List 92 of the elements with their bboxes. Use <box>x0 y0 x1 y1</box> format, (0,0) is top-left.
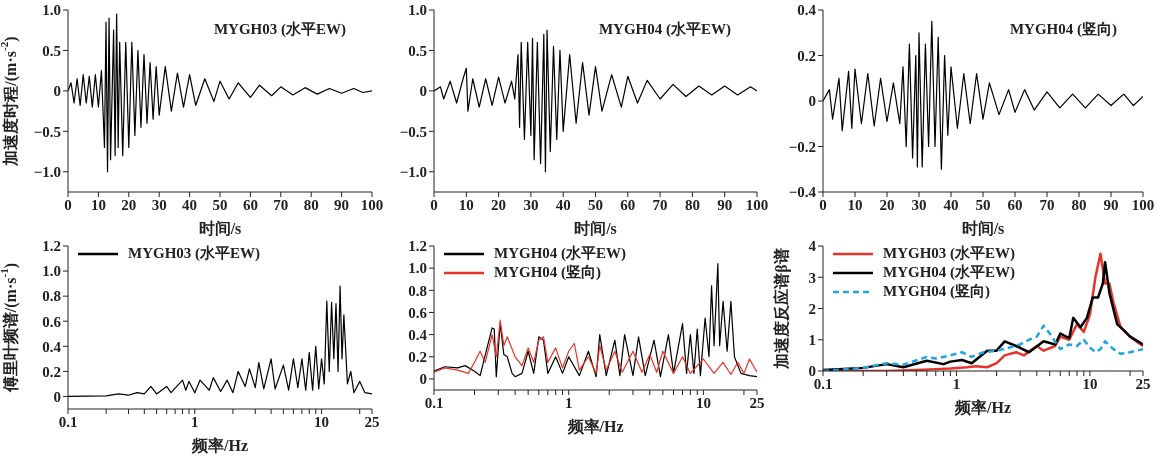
x-tick-label: 60 <box>1007 196 1023 213</box>
line-series <box>823 20 1143 170</box>
x-tick-label: 70 <box>1039 196 1055 213</box>
y-tick-label: 0.2 <box>42 363 61 380</box>
y-tick-label: 0 <box>808 363 816 380</box>
x-tick-label: 20 <box>121 196 137 213</box>
y-tick-label: 0 <box>808 93 816 110</box>
y-tick-label: 1.2 <box>408 238 427 255</box>
y-tick-label: 0.4 <box>797 2 817 19</box>
y-axis-title: 加速度反应谱β谱 <box>771 248 791 370</box>
x-tick-label: 30 <box>911 196 927 213</box>
x-tick-label: 25 <box>364 413 380 430</box>
x-axis-title: 时间/s <box>961 220 1005 237</box>
x-tick-label: 25 <box>749 394 765 411</box>
y-tick-label: 1.0 <box>42 263 61 280</box>
y-tick-label: 4 <box>808 238 817 255</box>
x-tick-label: 0.1 <box>813 375 833 392</box>
x-axis-title: 时间/s <box>198 220 242 237</box>
x-tick-label: 80 <box>684 196 700 213</box>
legend-label: MYGH03 (水平EW) <box>128 244 261 263</box>
y-tick-label: −0.5 <box>399 123 427 140</box>
x-tick-label: 50 <box>975 196 991 213</box>
y-tick-label: −1.0 <box>399 164 427 181</box>
legend-label: MYGH04 (竖向) <box>494 263 602 282</box>
x-tick-label: 1 <box>564 394 573 411</box>
annotation: MYGH04 (竖向) <box>1009 20 1117 39</box>
x-tick-label: 1 <box>191 413 199 430</box>
x-axis-title: 时间/s <box>574 220 617 237</box>
x-tick-label: 20 <box>879 196 895 213</box>
y-tick-label: 0.8 <box>408 282 427 299</box>
x-tick-label: 80 <box>1071 196 1087 213</box>
y-tick-label: −0.2 <box>788 138 816 155</box>
y-tick-label: 0.5 <box>42 42 61 59</box>
x-tick-label: 40 <box>943 196 959 213</box>
legend-label: MYGH04 (竖向) <box>883 282 991 301</box>
annotation: MYGH03 (水平EW) <box>213 20 346 39</box>
x-tick-label: 1 <box>952 375 961 392</box>
y-tick-label: −0.5 <box>33 123 61 140</box>
x-tick-label: 0.1 <box>58 413 78 430</box>
y-tick-label: 0.6 <box>42 313 62 330</box>
y-tick-label: 0.8 <box>42 288 61 305</box>
y-tick-label: 0.5 <box>408 42 427 59</box>
y-tick-label: −1.0 <box>33 164 61 181</box>
x-tick-label: 40 <box>182 196 198 213</box>
y-tick-label: 1.0 <box>408 260 427 277</box>
x-tick-label: 60 <box>242 196 258 213</box>
x-tick-label: 10 <box>847 196 863 213</box>
y-tick-label: 0 <box>419 83 427 100</box>
x-tick-label: 50 <box>588 196 603 213</box>
y-tick-label: 1 <box>808 332 816 349</box>
y-tick-label: 0 <box>53 83 61 100</box>
x-tick-label: 80 <box>303 196 319 213</box>
x-tick-label: 50 <box>212 196 228 213</box>
x-tick-label: 100 <box>745 196 769 213</box>
x-tick-label: 70 <box>652 196 668 213</box>
x-tick-label: 90 <box>1103 196 1119 213</box>
y-tick-label: 0.2 <box>408 349 427 366</box>
line-series <box>68 13 372 173</box>
y-tick-label: 3 <box>808 269 816 286</box>
x-axis-title: 频率/Hz <box>954 398 1011 416</box>
legend-label: MYGH04 (水平EW) <box>494 244 627 263</box>
y-tick-label: 1.0 <box>42 2 61 19</box>
y-tick-label: 0.6 <box>408 304 428 321</box>
x-tick-label: 40 <box>555 196 571 213</box>
x-tick-label: 100 <box>1131 196 1155 213</box>
x-tick-label: 70 <box>273 196 289 213</box>
x-tick-label: 10 <box>314 413 330 430</box>
y-tick-label: 0.2 <box>797 47 816 64</box>
x-axis-title: 频率/Hz <box>191 436 248 454</box>
y-tick-label: 2 <box>808 300 816 317</box>
x-tick-label: 90 <box>717 196 733 213</box>
y-tick-label: 0.4 <box>42 338 62 355</box>
x-tick-label: 20 <box>491 196 507 213</box>
legend-label: MYGH03 (水平EW) <box>883 244 1016 263</box>
x-axis-title: 频率/Hz <box>566 417 624 435</box>
y-tick-label: −0.4 <box>788 184 817 201</box>
x-tick-label: 90 <box>334 196 350 213</box>
x-tick-label: 10 <box>695 394 711 411</box>
x-tick-label: 10 <box>90 196 106 213</box>
x-tick-label: 10 <box>458 196 474 213</box>
x-tick-label: 10 <box>1082 375 1098 392</box>
x-tick-label: 0.1 <box>424 394 444 411</box>
x-tick-label: 25 <box>1135 375 1151 392</box>
x-tick-label: 60 <box>620 196 636 213</box>
y-tick-label: 1.2 <box>42 238 61 255</box>
x-tick-label: 100 <box>360 196 384 213</box>
y-tick-label: 0.4 <box>408 326 428 343</box>
x-tick-label: 30 <box>151 196 167 213</box>
annotation: MYGH04 (水平EW) <box>598 20 731 39</box>
y-tick-label: 1.0 <box>408 2 427 19</box>
x-tick-label: 30 <box>523 196 539 213</box>
legend-label: MYGH04 (水平EW) <box>883 263 1016 282</box>
